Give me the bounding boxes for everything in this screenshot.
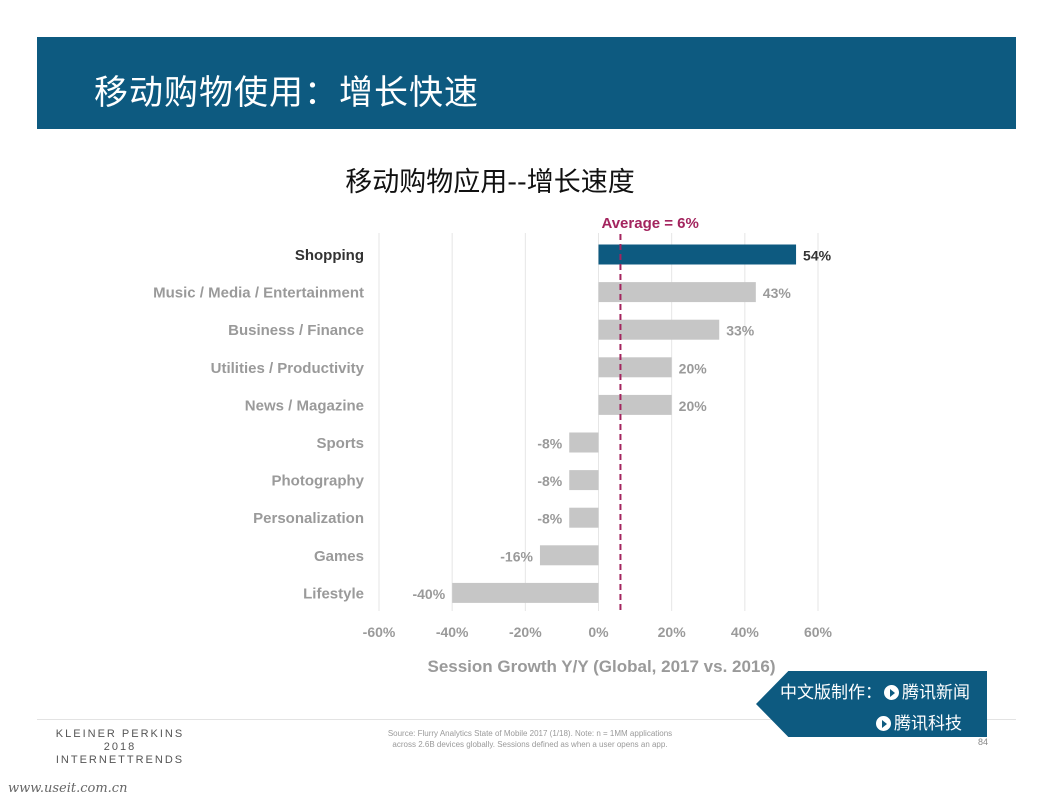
tencent-logo-icon bbox=[876, 716, 891, 731]
x-tick-label: 40% bbox=[731, 624, 760, 640]
source-note: Source: Flurry Analytics State of Mobile… bbox=[330, 728, 730, 750]
bar bbox=[569, 432, 599, 453]
category-label: Utilities / Productivity bbox=[211, 360, 365, 377]
chinese-edition-badge: 中文版制作： 腾讯新闻 腾讯科技 bbox=[756, 671, 987, 737]
slide-heading: 移动购物使用：增长快速 bbox=[94, 73, 479, 113]
data-label: -8% bbox=[537, 473, 562, 489]
data-label: -8% bbox=[537, 511, 562, 527]
category-label: Music / Media / Entertainment bbox=[153, 285, 364, 302]
x-tick-label: 0% bbox=[588, 624, 609, 640]
data-label: -40% bbox=[412, 586, 445, 602]
data-label: 54% bbox=[803, 248, 832, 264]
average-label: Average = 6% bbox=[601, 215, 698, 232]
x-tick-label: -60% bbox=[363, 624, 396, 640]
bar bbox=[452, 582, 599, 603]
bar bbox=[598, 244, 797, 265]
brand-line-3: INTERNETTRENDS bbox=[55, 754, 185, 766]
header-bar: 移动购物使用：增长快速 bbox=[37, 37, 1016, 129]
data-label: 20% bbox=[679, 398, 708, 414]
badge-line-2: 腾讯科技 bbox=[874, 709, 962, 734]
x-tick-label: 60% bbox=[804, 624, 833, 640]
bar bbox=[569, 470, 599, 491]
category-label: Sports bbox=[316, 435, 364, 452]
data-label: -16% bbox=[500, 548, 533, 564]
bar bbox=[598, 319, 720, 340]
x-axis-title: Session Growth Y/Y (Global, 2017 vs. 201… bbox=[427, 657, 775, 676]
category-label: Games bbox=[314, 548, 364, 565]
source-line-2: across 2.6B devices globally. Sessions d… bbox=[392, 740, 668, 749]
badge-line-1: 中文版制作： 腾讯新闻 bbox=[780, 678, 970, 703]
bar bbox=[598, 357, 672, 378]
bar bbox=[598, 282, 756, 303]
badge-brand-news: 腾讯新闻 bbox=[902, 683, 970, 703]
source-line-1: Source: Flurry Analytics State of Mobile… bbox=[387, 729, 673, 738]
category-label: Lifestyle bbox=[303, 585, 364, 602]
page-number: 84 bbox=[978, 737, 989, 747]
bar bbox=[598, 394, 672, 415]
x-tick-label: -40% bbox=[436, 624, 469, 640]
brand-logo: KLEINER PERKINS 2018 INTERNETTRENDS bbox=[50, 728, 190, 767]
category-label: Personalization bbox=[253, 510, 364, 527]
data-label: 33% bbox=[726, 323, 755, 339]
footer-divider bbox=[37, 719, 1016, 720]
chart-title: 移动购物应用--增长速度 bbox=[345, 167, 635, 198]
badge-label: 中文版制作： bbox=[780, 683, 882, 703]
data-label: 20% bbox=[679, 360, 708, 376]
brand-line-2: 2018 bbox=[103, 741, 137, 753]
x-tick-label: -20% bbox=[509, 624, 542, 640]
bar bbox=[539, 545, 599, 566]
category-label: Business / Finance bbox=[228, 322, 364, 339]
badge-brand-tech: 腾讯科技 bbox=[894, 714, 962, 734]
category-label: News / Magazine bbox=[245, 397, 364, 414]
category-label: Shopping bbox=[295, 247, 364, 264]
bar bbox=[569, 507, 599, 528]
x-tick-label: 20% bbox=[658, 624, 687, 640]
brand-line-1: KLEINER PERKINS bbox=[55, 728, 185, 740]
category-label: Photography bbox=[272, 473, 365, 490]
data-label: -8% bbox=[537, 436, 562, 452]
data-label: 43% bbox=[763, 285, 792, 301]
site-watermark: www.useit.com.cn bbox=[8, 781, 128, 796]
tencent-logo-icon bbox=[884, 685, 899, 700]
